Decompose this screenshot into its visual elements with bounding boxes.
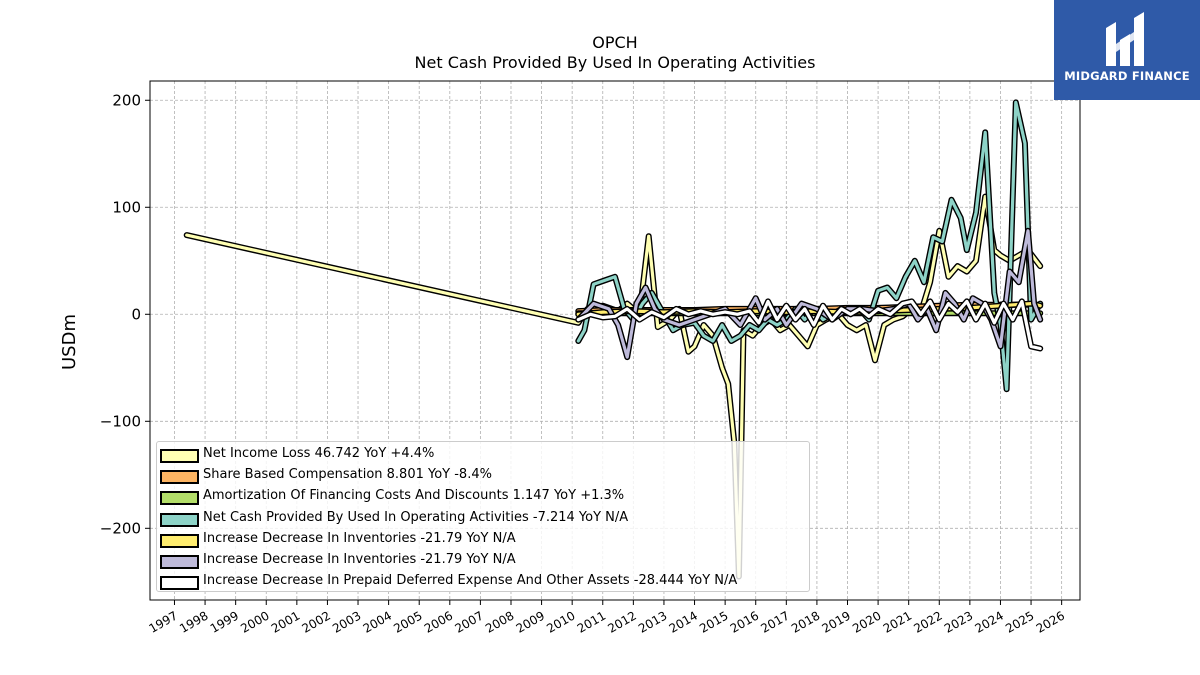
x-tick-label: 2020 [850, 608, 883, 635]
x-tick-label: 2014 [667, 608, 700, 635]
y-tick-label: 200 [112, 91, 141, 109]
x-tick-label: 2015 [697, 608, 730, 635]
x-tick-label: 2011 [575, 608, 608, 635]
x-tick-label: 2005 [391, 608, 424, 635]
x-tick-label: 2016 [728, 608, 761, 635]
legend-swatch [160, 576, 199, 591]
x-tick-label: 2006 [422, 608, 455, 635]
legend-item: Net Income Loss 46.742 YoY +4.4% [157, 446, 809, 467]
series-lines [183, 99, 1044, 580]
legend-item: Increase Decrease In Inventories -21.79 … [157, 552, 809, 573]
legend-swatch [160, 555, 199, 569]
y-tick-label: −200 [100, 519, 141, 537]
legend-label: Increase Decrease In Inventories -21.79 … [203, 530, 516, 546]
legend-swatch [160, 491, 199, 506]
legend-item: Amortization Of Financing Costs And Disc… [157, 488, 809, 509]
x-tick-label: 2023 [942, 608, 975, 635]
brand-name: MIDGARD FINANCE [1064, 69, 1190, 83]
x-tick-label: 2025 [1003, 608, 1036, 635]
x-tick-label: 2022 [911, 608, 944, 635]
x-tick-label: 2017 [758, 608, 791, 635]
brand-mark-icon [1106, 12, 1144, 66]
legend-swatch [160, 512, 199, 527]
plot-frame [149, 80, 1081, 601]
x-tick-label: 2001 [269, 608, 302, 635]
chart-subtitle: Net Cash Provided By Used In Operating A… [415, 53, 816, 72]
y-tick-label: 100 [112, 198, 141, 216]
legend-label: Net Income Loss 46.742 YoY +4.4% [203, 446, 435, 461]
legend-label: Share Based Compensation 8.801 YoY -8.4% [203, 467, 492, 483]
series-line-6 [576, 299, 1042, 351]
x-tick-label: 2024 [973, 608, 1006, 635]
x-tick-label: 2003 [330, 608, 363, 635]
x-tick-label: 2026 [1034, 608, 1067, 635]
legend-item: Net Cash Provided By Used In Operating A… [157, 510, 809, 531]
x-tick-label: 2018 [789, 608, 822, 635]
x-tick-label: 1999 [208, 608, 241, 635]
legend-label: Increase Decrease In Inventories -21.79 … [203, 552, 516, 567]
chart-legend: Net Income Loss 46.742 YoY +4.4% Share Ba… [156, 441, 810, 592]
x-tick-label: 2010 [544, 608, 577, 635]
legend-label: Net Cash Provided By Used In Operating A… [203, 509, 629, 525]
legend-label: Amortization Of Financing Costs And Disc… [203, 488, 625, 504]
legend-swatch [160, 449, 199, 463]
y-tick-label: 0 [131, 305, 141, 323]
y-tick-label: −100 [100, 412, 141, 430]
x-tick-label: 2000 [238, 608, 271, 635]
x-tick-label: 2019 [820, 608, 853, 635]
x-tick-label: 2008 [483, 608, 516, 635]
series-line-0 [185, 195, 1042, 579]
x-tick-label: 1997 [147, 608, 180, 635]
x-tick-label: 2004 [361, 608, 394, 635]
chart-title: OPCH [592, 33, 637, 52]
legend-item: Share Based Compensation 8.801 YoY -8.4% [157, 467, 809, 488]
x-tick-label: 2009 [514, 608, 547, 635]
x-tick-label: 1998 [177, 608, 210, 635]
legend-item: Increase Decrease In Inventories -21.79 … [157, 531, 809, 552]
x-tick-label: 2021 [881, 608, 914, 635]
legend-label: Increase Decrease In Prepaid Deferred Ex… [203, 573, 738, 589]
legend-swatch [160, 533, 199, 548]
x-tick-label: 2002 [299, 608, 332, 635]
legend-swatch [160, 470, 199, 485]
y-axis-label: USDm [59, 314, 80, 370]
brand-logo: MIDGARD FINANCE [1054, 0, 1200, 100]
legend-item: Increase Decrease In Prepaid Deferred Ex… [157, 573, 809, 594]
x-tick-label: 2007 [452, 608, 485, 635]
x-tick-label: 2013 [636, 608, 669, 635]
x-tick-label: 2012 [605, 608, 638, 635]
